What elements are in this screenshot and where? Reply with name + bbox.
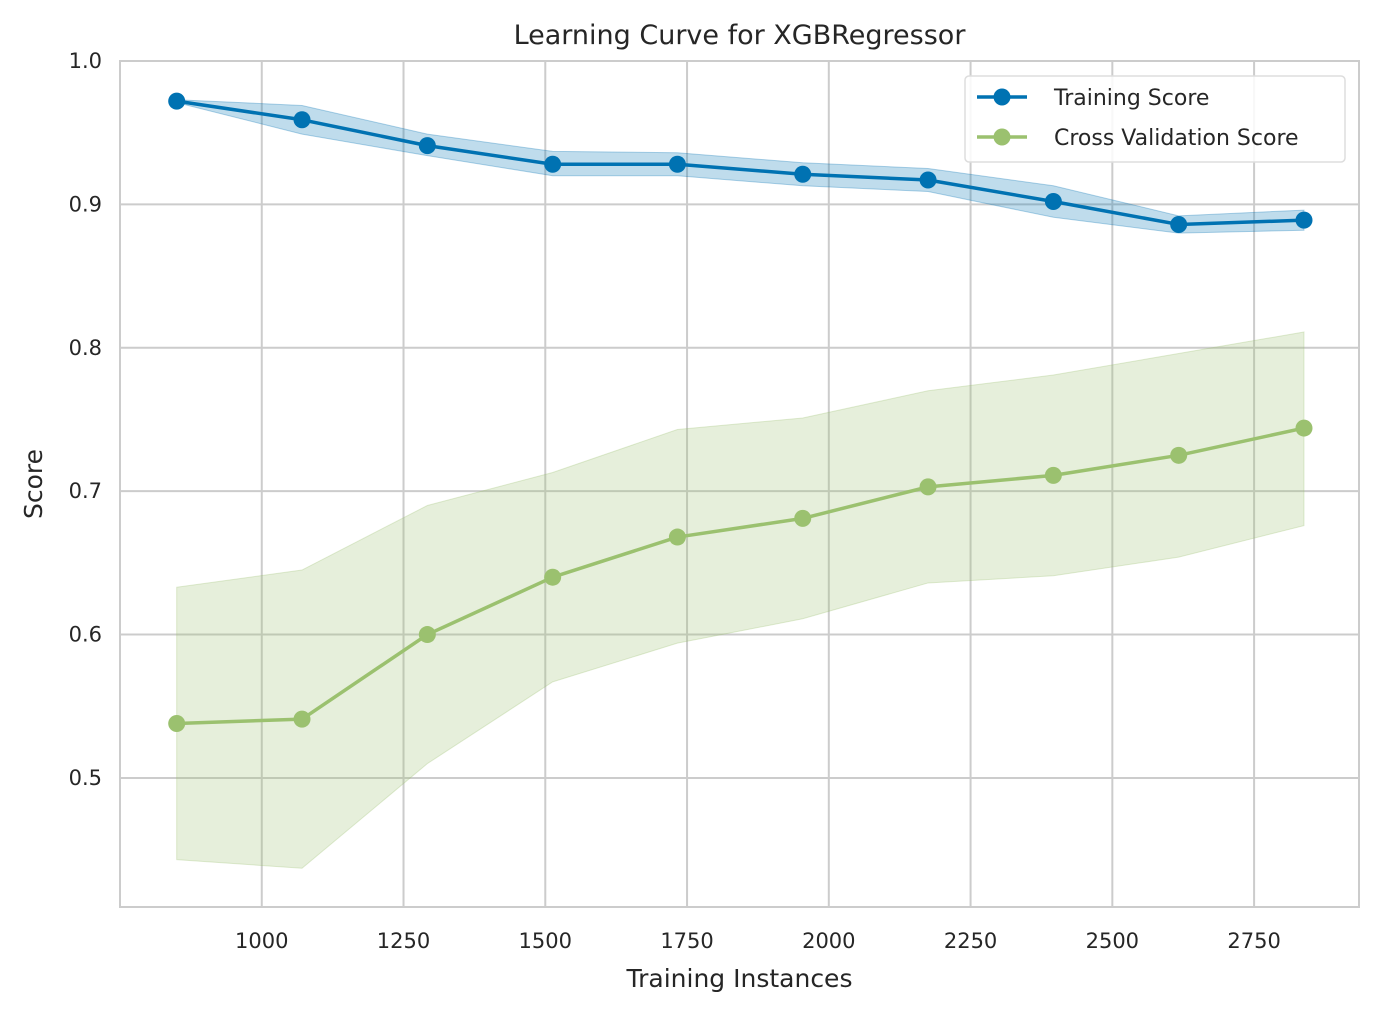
data-point-training [919,171,937,189]
y-tick-label: 0.7 [69,479,102,503]
data-point-cross-validation [668,528,686,546]
y-tick-label: 0.5 [69,766,102,790]
x-tick-label: 2750 [1227,929,1280,953]
data-point-cross-validation [418,626,436,644]
y-tick-label: 0.9 [69,192,102,216]
x-tick-label: 2000 [802,929,855,953]
data-point-training [1295,211,1313,229]
data-point-cross-validation [544,568,562,586]
x-axis-label: Training Instances [626,964,853,993]
x-tick-label: 1750 [660,929,713,953]
confidence-band-cross-validation [176,331,1305,869]
x-tick-label: 2250 [944,929,997,953]
data-point-training [293,111,311,129]
data-point-cross-validation [794,509,812,527]
data-point-cross-validation [1170,446,1188,464]
data-point-cross-validation [1044,466,1062,484]
legend-box [964,75,1346,163]
x-tick-label: 1500 [519,929,572,953]
series-line-training [176,99,1305,227]
y-tick-label: 0.8 [69,336,102,360]
data-point-training [1044,193,1062,211]
y-tick-labels: 0.5 0.6 0.7 0.8 0.9 1.0 [69,49,102,790]
legend-entry: Training Score [1053,86,1209,111]
series-lines [176,99,1305,726]
x-tick-label: 1000 [235,929,288,953]
data-point-cross-validation [1295,419,1313,437]
data-point-training [418,137,436,155]
x-tick-label: 2500 [1086,929,1139,953]
data-point-cross-validation [919,478,937,496]
legend-marker [993,128,1011,146]
x-tick-label: 1250 [377,929,430,953]
chart-title: Learning Curve for XGBRegressor [514,20,967,51]
data-point-training [668,155,686,173]
data-point-cross-validation [293,710,311,728]
legend-marker [993,88,1011,106]
y-tick-label: 1.0 [69,49,102,73]
data-point-training [168,92,186,110]
y-tick-label: 0.6 [69,623,102,647]
legend: Training Score Cross Validation Score [964,75,1346,163]
data-point-training [1170,215,1188,233]
confidence-bands [176,99,1305,869]
legend-entry: Cross Validation Score [1054,126,1299,151]
data-point-cross-validation [168,714,186,732]
confidence-band-training [176,99,1305,234]
data-point-training [794,165,812,183]
plot-frame [119,60,1360,908]
y-axis-label: Score [19,449,48,519]
data-point-training [544,155,562,173]
series-line-cross-validation [176,426,1305,726]
x-tick-labels: 1000 1250 1500 1750 2000 2250 2500 2750 [235,929,1281,953]
series-points [168,92,1313,732]
